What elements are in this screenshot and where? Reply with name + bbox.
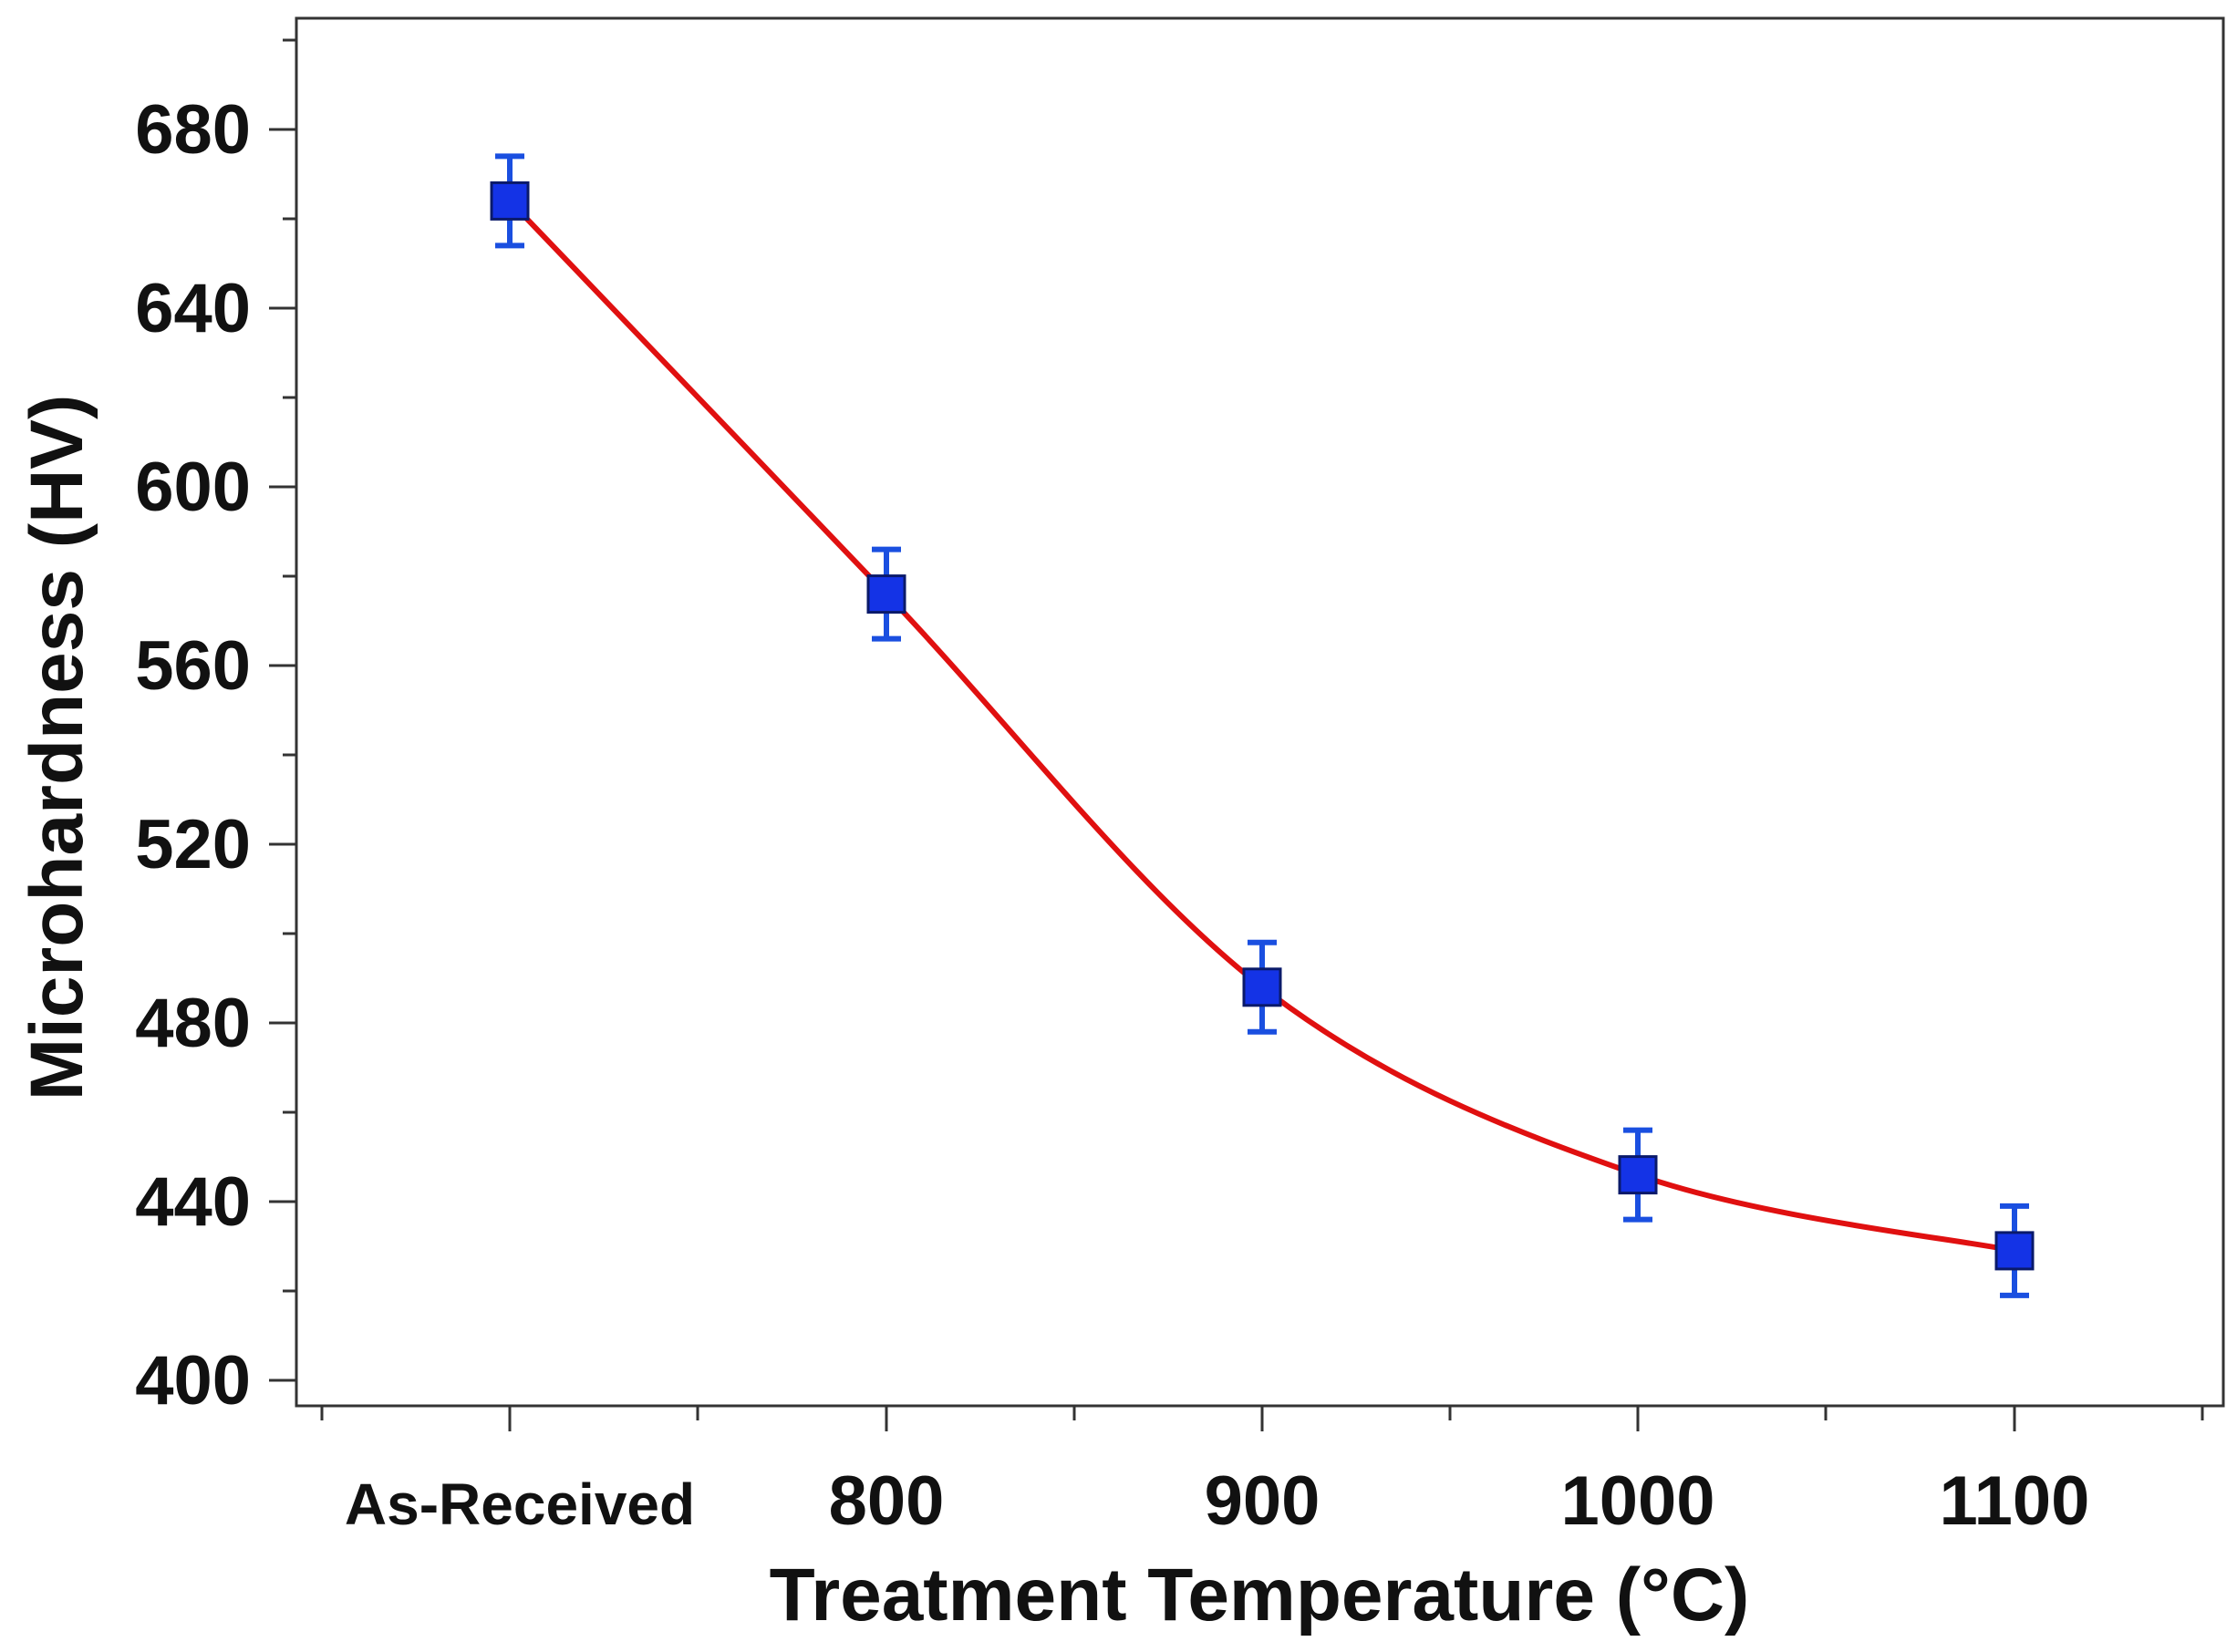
x-tick-label: 1000 — [1560, 1462, 1714, 1540]
data-point-marker — [1994, 1231, 2035, 1271]
error-bars — [495, 153, 2029, 1298]
y-tick-label: 520 — [135, 806, 251, 883]
y-axis-ticks — [269, 38, 296, 1382]
data-point-marker — [490, 181, 530, 221]
plot-frame — [295, 16, 2225, 1408]
y-tick-label: 400 — [135, 1342, 251, 1420]
data-point-marker — [866, 574, 906, 614]
x-axis-ticks — [320, 1406, 2204, 1431]
data-point-marker — [1618, 1155, 1658, 1195]
x-axis-tick-labels: As-Received 800 900 1000 1100 — [345, 1462, 2090, 1540]
data-point-marker — [1242, 967, 1282, 1007]
y-axis-tick-labels: 400 440 480 520 560 600 640 680 — [135, 91, 251, 1420]
fit-curve — [507, 199, 2015, 1254]
y-tick-label: 440 — [135, 1163, 251, 1241]
x-tick-label: 800 — [829, 1462, 945, 1540]
x-tick-label: 1100 — [1940, 1462, 2090, 1540]
y-tick-label: 600 — [135, 449, 251, 526]
y-tick-label: 480 — [135, 985, 251, 1062]
y-tick-label: 680 — [135, 91, 251, 169]
x-axis-title: Treatment Temperature (°C) — [770, 1554, 1750, 1637]
y-tick-label: 640 — [135, 270, 251, 347]
x-tick-label: As-Received — [345, 1471, 695, 1537]
y-tick-label: 560 — [135, 627, 251, 705]
x-tick-label: 900 — [1205, 1462, 1320, 1540]
y-axis-title: Microhardness (HV) — [16, 395, 98, 1101]
data-markers — [490, 181, 2035, 1271]
